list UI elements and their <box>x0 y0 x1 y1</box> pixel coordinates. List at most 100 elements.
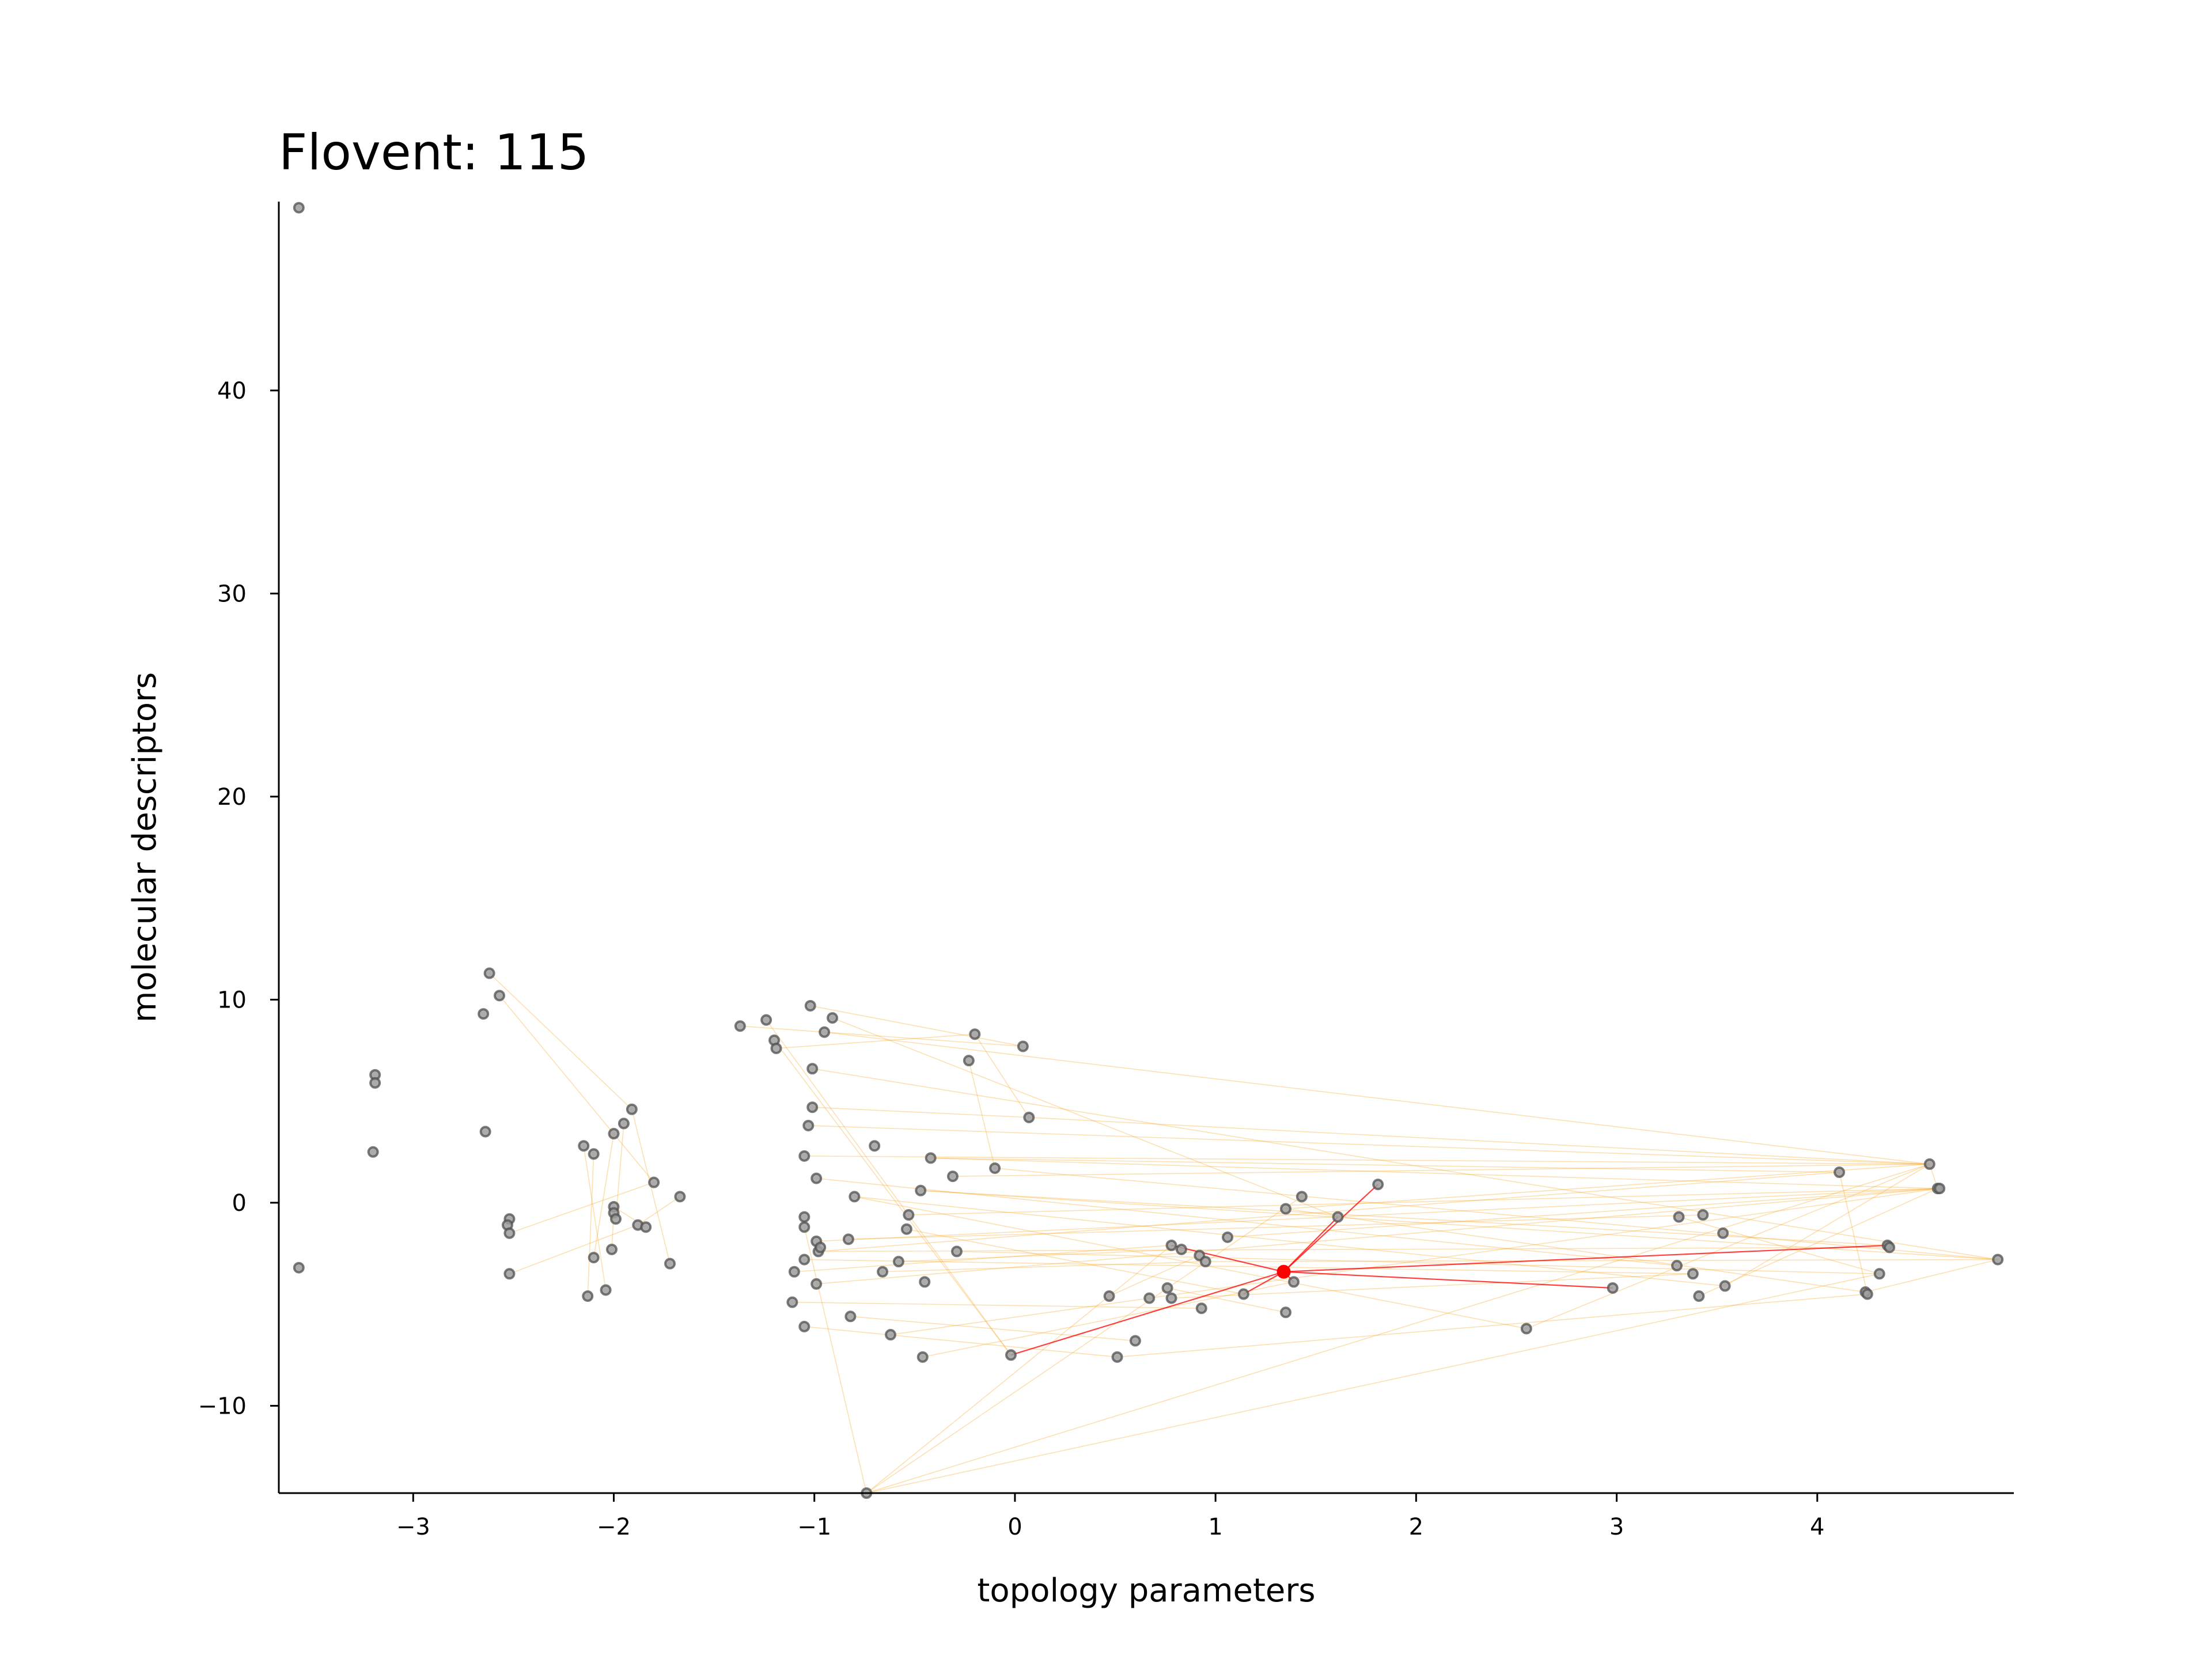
data-point <box>946 1171 959 1183</box>
data-point <box>849 1191 861 1203</box>
x-tick-label: −1 <box>797 1514 831 1540</box>
network-edge <box>489 972 632 1110</box>
network-edge <box>850 1316 1135 1342</box>
highlight-edges-layer <box>1010 1184 1888 1356</box>
y-axis-label: molecular descriptors <box>126 672 164 1022</box>
data-point <box>1161 1282 1173 1294</box>
data-point <box>770 1042 782 1054</box>
data-point <box>609 1213 622 1225</box>
data-point <box>734 1020 746 1032</box>
network-edge <box>808 1125 1930 1165</box>
network-edge <box>1285 1208 1866 1293</box>
data-point <box>1717 1227 1729 1239</box>
data-point <box>798 1253 810 1266</box>
network-edge <box>968 1060 995 1169</box>
x-tick-label: 0 <box>1007 1514 1022 1540</box>
network-edge <box>509 1224 638 1275</box>
network-edge <box>816 1188 1938 1242</box>
data-point <box>626 1103 638 1115</box>
y-tick-label: 40 <box>217 378 247 404</box>
data-point <box>1934 1183 1946 1195</box>
network-edge <box>792 1301 1202 1309</box>
network-edge <box>804 1259 1693 1275</box>
network-edge <box>499 995 654 1183</box>
data-point <box>478 1008 490 1020</box>
x-axis-label: topology parameters <box>977 1572 1315 1609</box>
data-point <box>1693 1290 1705 1302</box>
network-edge <box>1679 1216 1880 1275</box>
network-edge <box>930 1157 1938 1190</box>
network-edge <box>816 1188 1940 1285</box>
network-edge <box>974 1033 1029 1118</box>
data-point <box>950 1245 963 1257</box>
data-point <box>802 1119 815 1131</box>
network-edge <box>824 1031 1930 1165</box>
network-edge <box>740 1025 1023 1047</box>
data-point <box>1280 1203 1292 1215</box>
data-point <box>869 1140 881 1152</box>
data-point <box>1607 1282 1619 1294</box>
data-point <box>1861 1288 1873 1300</box>
network-edge <box>804 1227 868 1494</box>
network-edge <box>509 1181 654 1234</box>
network-edge <box>832 1017 1338 1218</box>
network-edge <box>908 1188 1938 1215</box>
data-point <box>1023 1111 1035 1123</box>
data-point <box>1671 1260 1683 1272</box>
y-tick-label: 20 <box>217 784 247 810</box>
network-edge <box>818 1172 1840 1252</box>
data-point <box>1296 1191 1308 1203</box>
data-point <box>293 202 305 214</box>
data-point <box>483 967 495 979</box>
network-edge <box>890 1297 1150 1335</box>
data-point <box>1195 1302 1207 1315</box>
data-point <box>640 1221 652 1233</box>
data-point <box>578 1140 590 1152</box>
data-point <box>1884 1241 1896 1253</box>
data-point <box>1103 1290 1115 1302</box>
data-point <box>608 1128 620 1140</box>
network-edge <box>804 1156 1930 1165</box>
data-point <box>1697 1209 1709 1221</box>
network-edge <box>1698 1188 1938 1297</box>
data-point <box>674 1191 686 1203</box>
data-point <box>788 1266 800 1278</box>
x-ticks: −3 −2 −1 0 1 2 3 4 <box>396 1493 1824 1540</box>
y-tick-label: −10 <box>198 1393 247 1419</box>
data-point <box>1923 1158 1936 1170</box>
data-point <box>844 1310 857 1323</box>
data-point <box>804 999 816 1012</box>
data-point <box>588 1148 600 1160</box>
data-point <box>969 1028 981 1040</box>
highlight-edge <box>1283 1216 1339 1272</box>
data-point <box>798 1320 810 1332</box>
network-edge <box>810 1005 1024 1047</box>
network-edge <box>1171 1273 1693 1299</box>
data-point <box>588 1252 600 1264</box>
data-point <box>810 1172 823 1184</box>
network-edge <box>866 1196 1302 1494</box>
data-point <box>786 1296 798 1308</box>
data-point <box>806 1101 819 1113</box>
network-edge <box>882 1261 1206 1272</box>
network-edge <box>898 1249 1181 1262</box>
data-point <box>1222 1231 1234 1243</box>
data-point <box>664 1257 676 1270</box>
data-point <box>877 1266 889 1278</box>
data-point <box>1129 1335 1141 1347</box>
data-point <box>819 1026 831 1038</box>
network-edge <box>774 1040 1012 1355</box>
data-point <box>916 1351 929 1363</box>
network-edge <box>637 1196 680 1226</box>
network-edge <box>1205 1259 1998 1262</box>
data-point <box>900 1223 912 1235</box>
data-point <box>798 1150 810 1162</box>
highlight-edge <box>1171 1244 1284 1272</box>
network-edge <box>816 1177 1677 1266</box>
data-point <box>1175 1243 1187 1255</box>
network-edge <box>1227 1188 1940 1238</box>
data-point <box>1005 1349 1017 1361</box>
network-edge <box>1526 1164 1930 1330</box>
